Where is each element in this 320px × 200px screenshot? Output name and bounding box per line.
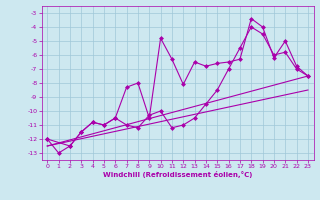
X-axis label: Windchill (Refroidissement éolien,°C): Windchill (Refroidissement éolien,°C) (103, 171, 252, 178)
